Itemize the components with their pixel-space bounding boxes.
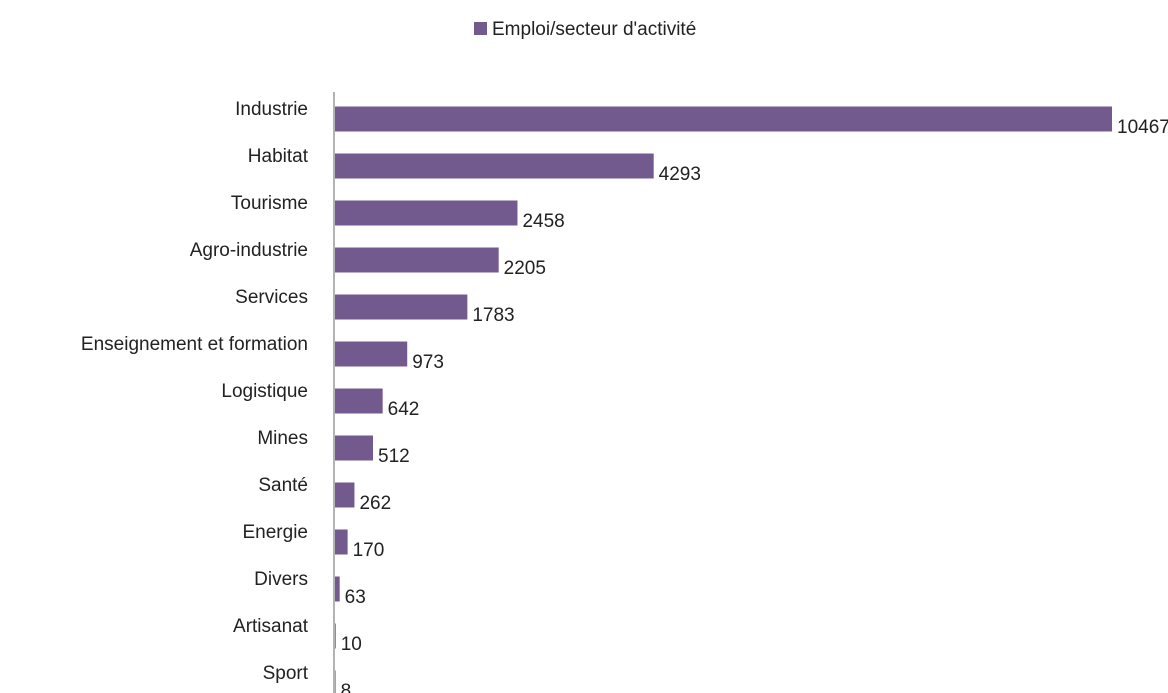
category-label: Habitat xyxy=(248,146,309,167)
category-label: Sport xyxy=(263,663,309,684)
value-label: 512 xyxy=(378,446,410,467)
category-label: Agro-industrie xyxy=(190,240,308,261)
category-label: Divers xyxy=(254,569,308,590)
bar-5 xyxy=(335,341,408,367)
legend-swatch xyxy=(474,22,487,35)
category-label: Tourisme xyxy=(231,193,308,214)
bar-7 xyxy=(335,435,374,461)
category-label: Logistique xyxy=(221,381,308,402)
bar-0 xyxy=(335,106,1112,132)
bar-12 xyxy=(335,670,336,693)
value-label: 2205 xyxy=(504,258,546,279)
bar-3 xyxy=(335,247,499,273)
legend-label: Emploi/secteur d'activité xyxy=(492,19,696,40)
category-label: Industrie xyxy=(235,99,308,120)
chart-legend: Emploi/secteur d'activité xyxy=(474,19,696,40)
category-label: Mines xyxy=(257,428,308,449)
category-label: Santé xyxy=(258,475,308,496)
bar-4 xyxy=(335,294,468,320)
value-label: 63 xyxy=(345,587,366,608)
value-label: 170 xyxy=(353,540,385,561)
bar-10 xyxy=(335,576,340,602)
value-label: 642 xyxy=(388,399,420,420)
value-label: 2458 xyxy=(522,211,564,232)
bar-11 xyxy=(335,623,336,649)
value-label: 973 xyxy=(412,352,444,373)
category-label: Enseignement et formation xyxy=(81,334,308,355)
bar-9 xyxy=(335,529,348,555)
bar-1 xyxy=(335,153,654,179)
value-label: 4293 xyxy=(659,164,701,185)
category-label: Energie xyxy=(243,522,309,543)
value-label: 10467 xyxy=(1117,117,1168,138)
bar-2 xyxy=(335,200,518,226)
category-label: Artisanat xyxy=(233,616,309,637)
bar-6 xyxy=(335,388,383,414)
bar-8 xyxy=(335,482,355,508)
value-label: 8 xyxy=(341,681,352,693)
bar-group: Industrie 10467 Habitat 4293 Tourisme 2458 Agr… xyxy=(81,99,1168,693)
category-label: Services xyxy=(235,287,308,308)
value-label: 1783 xyxy=(472,305,514,326)
value-label: 262 xyxy=(359,493,391,514)
value-label: 10 xyxy=(341,634,362,655)
